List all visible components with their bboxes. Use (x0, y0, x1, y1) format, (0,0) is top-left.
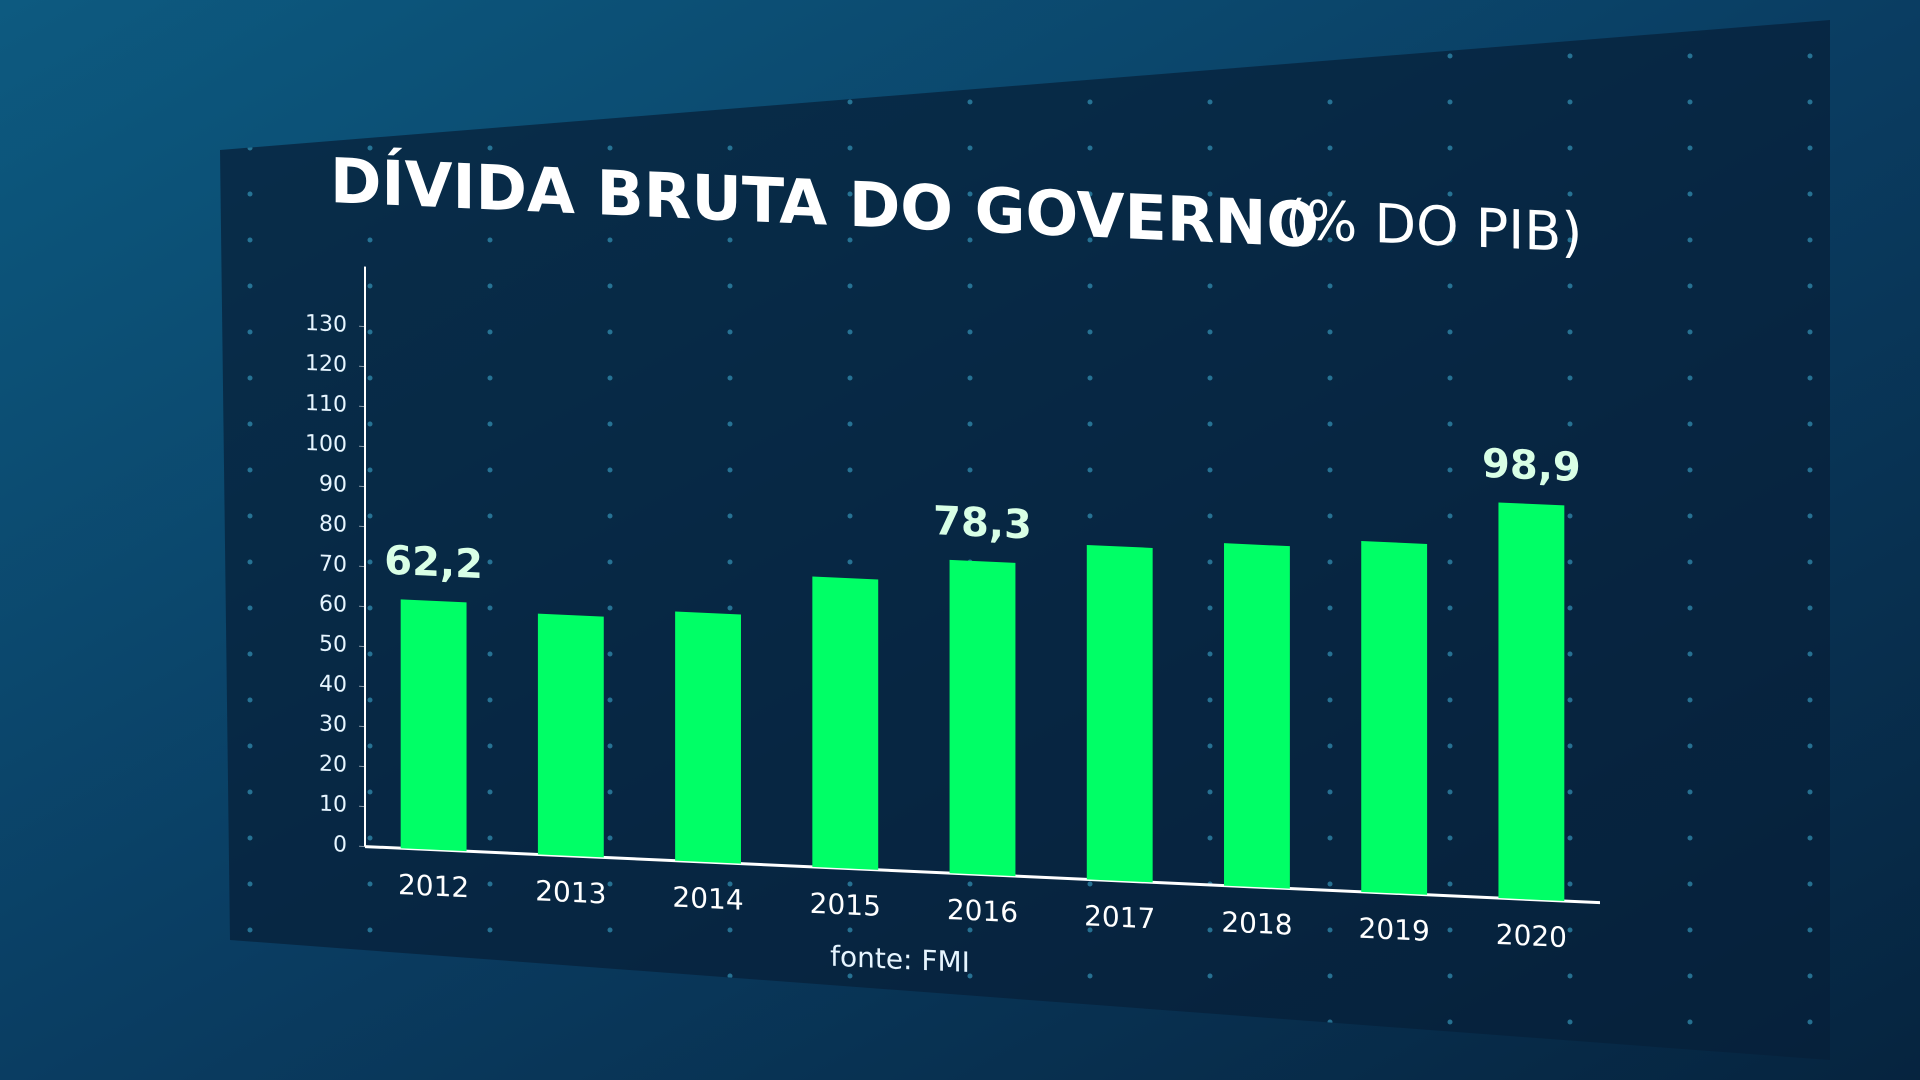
x-tick-label: 2015 (810, 887, 881, 923)
bar (812, 576, 879, 870)
y-tick-label: 20 (319, 751, 347, 777)
chart-area: DÍVIDA BRUTA DO GOVERNO (% DO PIB) fonte… (305, 144, 1600, 979)
y-tick-label: 110 (305, 391, 347, 418)
x-tick-label: 2013 (535, 874, 606, 910)
value-label: 62,2 (384, 538, 483, 588)
value-label: 78,3 (933, 498, 1032, 548)
y-tick-label: 120 (305, 351, 347, 378)
x-tick-label: 2020 (1496, 918, 1567, 954)
x-tick-label: 2017 (1084, 899, 1155, 935)
y-tick-label: 90 (319, 471, 347, 497)
bar (949, 559, 1016, 877)
x-tick-label: 2019 (1359, 912, 1430, 948)
bar (1361, 541, 1428, 895)
bar (400, 599, 467, 852)
y-tick-label: 130 (305, 311, 347, 338)
y-tick-label: 70 (319, 551, 347, 577)
x-tick-label: 2016 (947, 893, 1018, 929)
value-label: 98,9 (1482, 441, 1581, 491)
y-tick-label: 0 (333, 832, 347, 858)
x-tick-label: 2014 (672, 881, 743, 917)
y-tick-label: 60 (319, 591, 347, 617)
x-tick-label: 2018 (1221, 905, 1292, 941)
chart-subtitle: (% DO PIB) (1285, 188, 1582, 264)
panel-dots (220, 20, 1830, 1060)
y-tick-label: 100 (305, 431, 347, 458)
y-tick-label: 40 (319, 671, 347, 697)
bar (1498, 502, 1565, 902)
y-tick-label: 80 (319, 511, 347, 537)
y-tick-label: 10 (319, 791, 347, 817)
bar (675, 611, 741, 864)
source: fonte: FMI (830, 940, 970, 979)
x-tick-label: 2012 (398, 868, 469, 904)
bar (1086, 544, 1153, 883)
bar (1224, 543, 1290, 889)
y-tick-label: 30 (319, 711, 347, 737)
y-tick-label: 50 (319, 631, 347, 657)
bar (537, 613, 604, 858)
